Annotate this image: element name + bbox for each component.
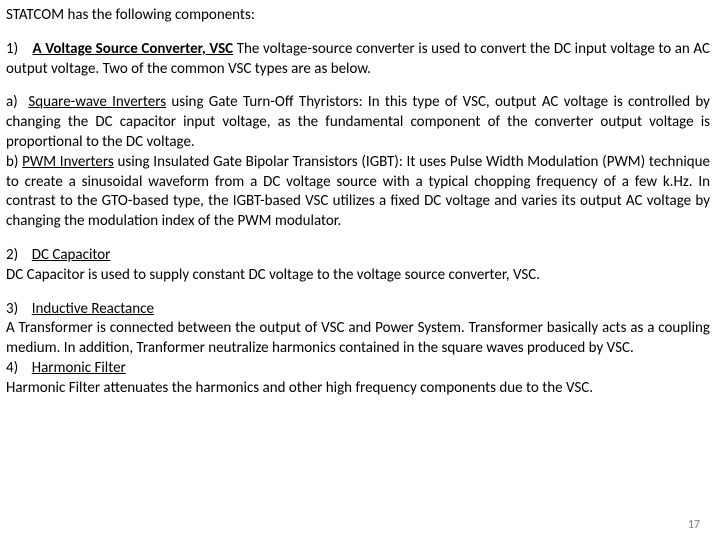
section-4-num: 4) bbox=[6, 359, 18, 377]
section-3-body: A Transformer is connected between the o… bbox=[6, 319, 710, 357]
section-3-head: Inductive Reactance bbox=[32, 300, 154, 318]
section-1-head: A Voltage Source Converter, VSC bbox=[33, 40, 234, 58]
section-2: 2) DC Capacitor DC Capacitor is used to … bbox=[6, 246, 710, 286]
section-1: 1) A Voltage Source Converter, VSC The v… bbox=[6, 40, 710, 80]
section-4: 4) Harmonic Filter Harmonic Filter atten… bbox=[6, 359, 710, 399]
section-3-num: 3) bbox=[6, 300, 18, 318]
sub-a-head: Square-wave Inverters bbox=[28, 93, 166, 111]
section-2-head: DC Capacitor bbox=[32, 246, 111, 264]
section-2-num: 2) bbox=[6, 246, 18, 264]
section-4-head: Harmonic Filter bbox=[32, 359, 126, 377]
section-1-num: 1) bbox=[6, 40, 18, 58]
document-page: STATCOM has the following components: 1)… bbox=[0, 0, 720, 405]
section-2-body: DC Capacitor is used to supply constant … bbox=[6, 266, 540, 284]
page-number: 17 bbox=[688, 518, 700, 534]
section-3: 3) Inductive Reactance A Transformer is … bbox=[6, 300, 710, 359]
subsections-ab: a) Square-wave Inverters using Gate Turn… bbox=[6, 93, 710, 232]
intro-line: STATCOM has the following components: bbox=[6, 6, 710, 26]
section-4-body: Harmonic Filter attenuates the harmonics… bbox=[6, 379, 593, 397]
sub-b-head: PWM Inverters bbox=[22, 153, 114, 171]
sub-a-num: a) bbox=[6, 93, 18, 111]
sub-b-num: b) bbox=[6, 153, 18, 171]
